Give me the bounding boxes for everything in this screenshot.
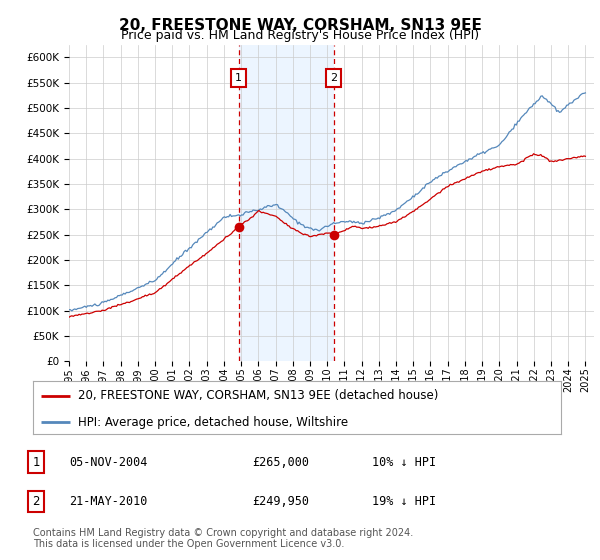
Text: 10% ↓ HPI: 10% ↓ HPI (372, 455, 436, 469)
Text: 1: 1 (32, 455, 40, 469)
Text: 19% ↓ HPI: 19% ↓ HPI (372, 494, 436, 508)
Text: 2: 2 (32, 494, 40, 508)
Text: 21-MAY-2010: 21-MAY-2010 (69, 494, 148, 508)
Text: 1: 1 (235, 73, 242, 83)
Text: Contains HM Land Registry data © Crown copyright and database right 2024.
This d: Contains HM Land Registry data © Crown c… (33, 528, 413, 549)
Text: 05-NOV-2004: 05-NOV-2004 (69, 455, 148, 469)
Text: 20, FREESTONE WAY, CORSHAM, SN13 9EE (detached house): 20, FREESTONE WAY, CORSHAM, SN13 9EE (de… (78, 389, 438, 402)
Text: HPI: Average price, detached house, Wiltshire: HPI: Average price, detached house, Wilt… (78, 416, 348, 429)
Text: £249,950: £249,950 (252, 494, 309, 508)
Text: £265,000: £265,000 (252, 455, 309, 469)
Bar (239, 45, 334, 361)
Text: Price paid vs. HM Land Registry's House Price Index (HPI): Price paid vs. HM Land Registry's House … (121, 29, 479, 42)
Text: 20, FREESTONE WAY, CORSHAM, SN13 9EE: 20, FREESTONE WAY, CORSHAM, SN13 9EE (119, 18, 481, 33)
Text: 2: 2 (330, 73, 337, 83)
